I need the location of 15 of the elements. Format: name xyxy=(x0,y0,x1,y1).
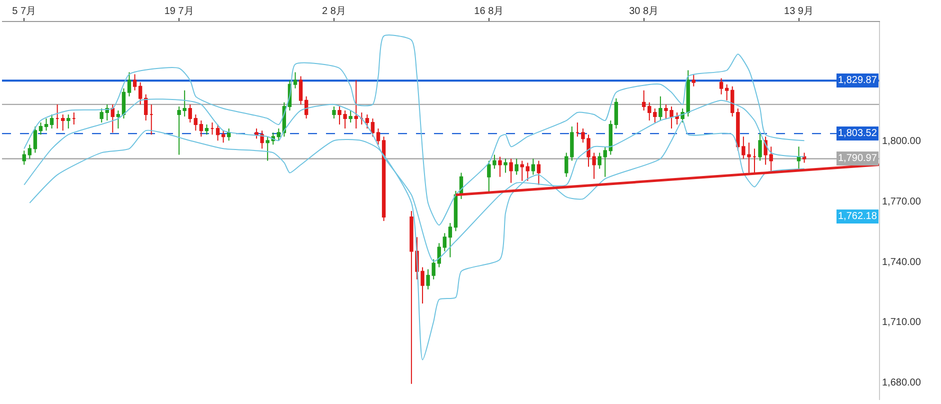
ref-line-label: 1,803.52 xyxy=(838,128,878,139)
y-tick-label: 1,680.00 xyxy=(882,377,922,388)
x-tick-label: 13 9月 xyxy=(784,6,814,17)
x-tick-label: 30 8月 xyxy=(629,6,659,17)
x-tick-label: 16 8月 xyxy=(474,6,504,17)
annotation: 1,762.18 xyxy=(838,211,878,222)
y-tick-label: 1,740.00 xyxy=(882,256,922,268)
ref-line-label: 1,829.87 xyxy=(838,75,878,86)
x-tick-label: 19 7月 xyxy=(164,6,194,17)
x-tick-label: 5 7月 xyxy=(12,6,36,17)
x-tick-label: 2 8月 xyxy=(322,6,346,17)
y-tick-label: 1,800.00 xyxy=(882,136,922,148)
y-tick-label: 1,710.00 xyxy=(882,317,922,328)
ref-line-label: 1,790.97 xyxy=(838,153,878,164)
y-tick-label: 1,770.00 xyxy=(882,196,922,208)
